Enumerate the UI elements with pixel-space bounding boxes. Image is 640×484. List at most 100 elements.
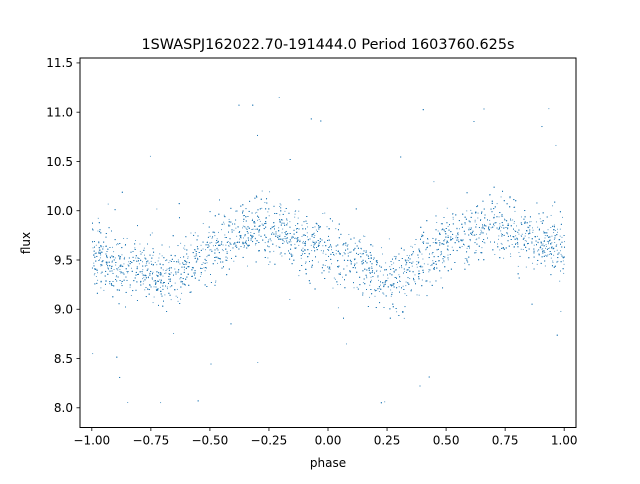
data-point: [464, 223, 466, 225]
data-point: [350, 238, 352, 240]
data-point: [516, 237, 518, 239]
data-point: [510, 255, 512, 257]
data-point: [148, 293, 150, 295]
data-point: [554, 242, 556, 243]
data-point: [471, 233, 473, 235]
data-point: [212, 231, 214, 233]
data-point: [265, 236, 267, 238]
data-point: [216, 238, 218, 240]
data-point: [279, 246, 281, 248]
data-point: [160, 402, 162, 404]
data-point: [418, 294, 420, 296]
data-point: [441, 253, 443, 255]
data-point: [452, 238, 454, 240]
data-point: [443, 260, 445, 262]
data-point: [343, 243, 345, 245]
data-point: [464, 262, 466, 264]
data-point: [474, 219, 476, 221]
data-point: [501, 243, 503, 245]
data-point: [279, 214, 281, 216]
data-point: [359, 252, 361, 254]
data-point: [231, 231, 233, 233]
data-point: [209, 249, 211, 251]
data-point: [105, 261, 107, 263]
data-point: [346, 343, 347, 345]
data-point: [466, 247, 468, 249]
data-point: [536, 263, 538, 265]
data-point: [233, 260, 235, 262]
data-point: [112, 285, 113, 286]
data-point: [247, 232, 249, 234]
data-point: [461, 223, 463, 225]
data-point: [370, 282, 372, 283]
data-point: [274, 225, 276, 227]
data-point: [383, 293, 385, 295]
data-point: [376, 289, 378, 291]
data-point: [399, 267, 400, 269]
data-point: [338, 237, 340, 239]
data-point: [259, 229, 261, 230]
data-point: [216, 247, 218, 249]
data-point: [243, 226, 245, 228]
data-point: [134, 249, 136, 250]
data-point: [408, 260, 410, 262]
data-point: [466, 210, 468, 212]
data-point: [99, 257, 101, 259]
data-point: [518, 277, 520, 279]
data-point: [171, 258, 173, 260]
data-point: [159, 286, 161, 288]
data-point: [517, 239, 519, 241]
data-point: [441, 262, 443, 264]
data-point: [443, 261, 445, 263]
data-point: [105, 253, 107, 255]
data-point: [100, 254, 102, 256]
data-point: [156, 264, 158, 266]
data-point: [222, 250, 224, 252]
data-point: [143, 277, 145, 279]
data-point: [242, 227, 244, 229]
data-point: [157, 280, 159, 282]
data-point: [199, 276, 201, 277]
data-point: [166, 268, 168, 270]
data-point: [204, 249, 206, 251]
data-point: [230, 243, 232, 245]
data-point: [292, 254, 294, 256]
data-point: [461, 226, 463, 228]
data-point: [92, 247, 94, 249]
data-point: [549, 247, 551, 249]
data-point: [322, 252, 324, 254]
data-point: [247, 265, 248, 267]
data-point: [277, 237, 279, 239]
data-point: [346, 245, 348, 247]
data-point: [347, 252, 349, 254]
data-point: [325, 245, 327, 247]
data-point: [215, 280, 217, 282]
data-point: [127, 264, 129, 266]
data-point: [481, 231, 483, 233]
data-point: [435, 280, 437, 282]
data-point: [234, 243, 236, 245]
data-point: [315, 241, 317, 243]
data-point: [290, 253, 292, 255]
data-point: [265, 208, 267, 210]
data-point: [563, 263, 565, 265]
data-point: [143, 275, 145, 277]
data-point: [372, 276, 374, 278]
data-point: [98, 242, 100, 244]
data-point: [429, 281, 431, 283]
data-point: [390, 289, 392, 291]
data-point: [321, 272, 323, 274]
data-point: [333, 277, 335, 279]
data-point: [156, 208, 158, 210]
data-point: [497, 228, 499, 230]
data-point: [267, 211, 269, 213]
data-point: [545, 244, 547, 246]
data-point: [392, 284, 394, 286]
data-point: [447, 225, 449, 227]
data-point: [481, 211, 483, 213]
data-point: [335, 228, 337, 230]
data-point: [483, 228, 485, 230]
data-point: [259, 225, 261, 227]
data-point: [556, 244, 558, 246]
data-point: [102, 246, 104, 248]
